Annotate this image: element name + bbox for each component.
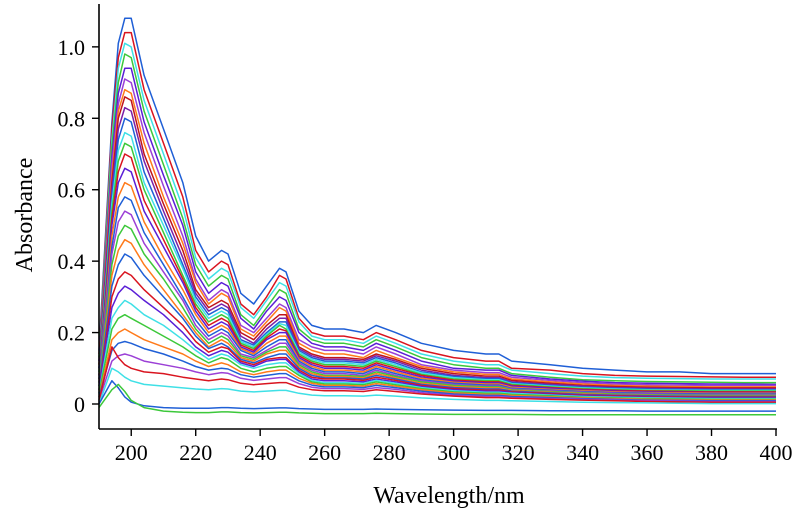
x-tick-label: 340 (566, 440, 599, 465)
x-tick-label: 260 (308, 440, 341, 465)
x-tick-label: 360 (631, 440, 664, 465)
series-line-19 (98, 238, 776, 397)
x-tick-label: 320 (502, 440, 535, 465)
series-line-12 (98, 142, 776, 392)
series-line-1 (98, 17, 776, 375)
ticks-layer: 200 220 240 260 280 300 320 340 360 380 400 0 0.2 0.4… (58, 35, 793, 465)
series-line-4 (98, 53, 776, 384)
series-line-5 (98, 67, 777, 386)
series-line-3 (98, 42, 776, 380)
axes-layer (98, 4, 777, 430)
series-line-11 (98, 131, 776, 392)
x-tick-label: 240 (244, 440, 277, 465)
series-line-2 (98, 31, 776, 378)
series-line-6 (98, 78, 776, 387)
y-tick-label: 0.8 (58, 106, 86, 131)
x-axis-title: Wavelength/nm (373, 483, 525, 509)
series-line-30 (98, 380, 776, 412)
x-tick-label: 300 (437, 440, 470, 465)
x-tick-label: 280 (373, 440, 406, 465)
y-tick-label: 0 (74, 392, 85, 417)
y-tick-label: 1.0 (58, 35, 86, 60)
series-line-31 (98, 383, 776, 416)
series-line-8 (98, 96, 776, 389)
x-tick-label: 380 (695, 440, 728, 465)
y-tick-label: 0.6 (58, 178, 86, 203)
series-line-10 (98, 117, 776, 391)
series-line-28 (98, 346, 776, 403)
y-tick-label: 0.2 (58, 321, 86, 346)
series-layer (98, 17, 777, 416)
series-line-7 (98, 88, 776, 388)
x-tick-label: 220 (179, 440, 212, 465)
y-tick-label: 0.4 (58, 249, 86, 274)
series-line-29 (98, 367, 776, 405)
x-tick-label: 400 (760, 440, 793, 465)
x-tick-label: 200 (115, 440, 148, 465)
series-line-26 (98, 340, 776, 402)
y-axis-title: Absorbance (12, 158, 38, 273)
series-line-9 (98, 106, 776, 390)
